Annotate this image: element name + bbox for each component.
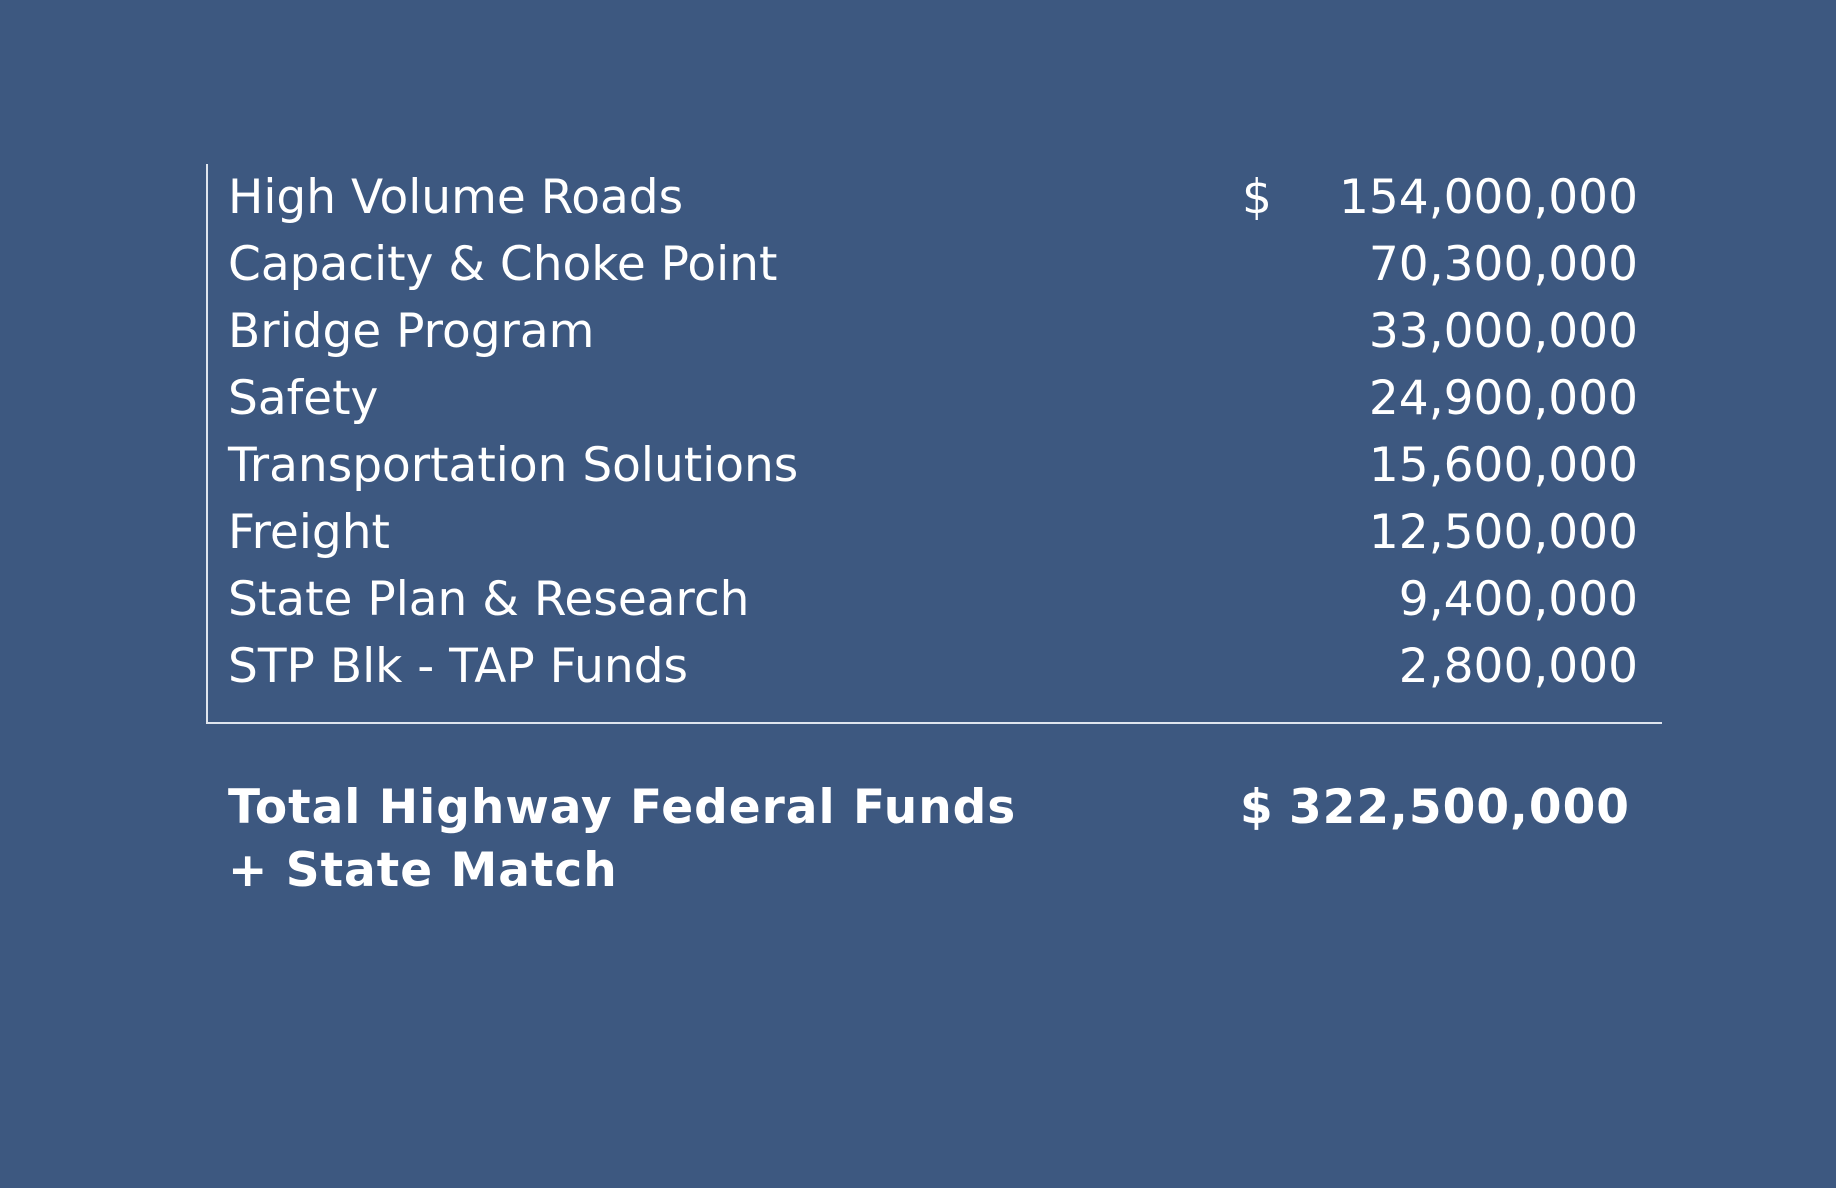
row-label: Freight [228,505,390,560]
row-label: High Volume Roads [228,170,684,225]
row-amount: 9,400,000 [1398,572,1638,627]
row-amount: 15,600,000 [1368,438,1638,493]
row-amount: 33,000,000 [1368,304,1638,359]
funds-table: High Volume Roads $ 154,000,000 Capacity… [206,164,1662,724]
table-row: Capacity & Choke Point 70,300,000 [228,231,1638,298]
table-row: Freight 12,500,000 [228,499,1638,566]
total-amount: 322,500,000 [1288,780,1630,835]
row-label: Transportation Solutions [228,438,799,493]
row-amount: 70,300,000 [1368,237,1638,292]
row-label: Safety [228,371,379,426]
currency-symbol: $ [1242,170,1272,225]
table-row: Bridge Program 33,000,000 [228,298,1638,365]
row-amount: 24,900,000 [1368,371,1638,426]
table-row: STP Blk - TAP Funds 2,800,000 [228,633,1638,700]
row-amount: 12,500,000 [1368,505,1638,560]
table-row: State Plan & Research 9,400,000 [228,566,1638,633]
total-label-line1: Total Highway Federal Funds [228,780,1017,835]
table-row: Transportation Solutions 15,600,000 [228,432,1638,499]
row-label: Bridge Program [228,304,595,359]
row-amount: 2,800,000 [1398,639,1638,694]
table-row: Safety 24,900,000 [228,365,1638,432]
total-currency-symbol: $ [1240,780,1273,835]
row-amount: 154,000,000 [1338,170,1638,225]
row-label: STP Blk - TAP Funds [228,639,689,694]
row-label: Capacity & Choke Point [228,237,778,292]
total-label: Total Highway Federal Funds + State Matc… [228,776,1016,902]
total-label-line2: + State Match [228,843,618,898]
row-label: State Plan & Research [228,572,750,627]
table-row: High Volume Roads $ 154,000,000 [228,164,1638,231]
